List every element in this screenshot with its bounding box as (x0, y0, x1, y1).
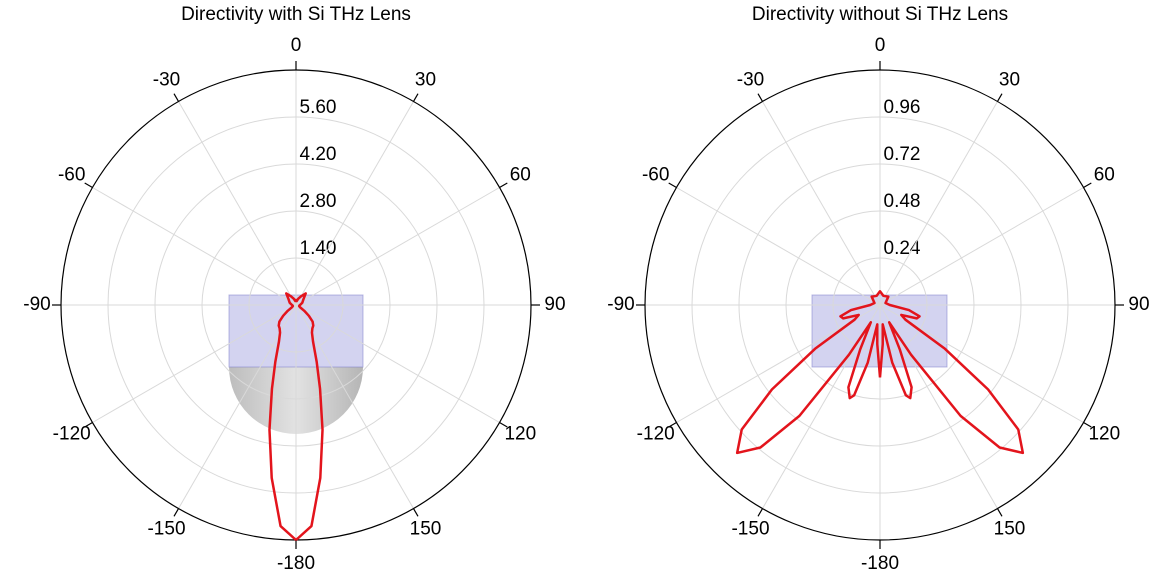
r-tick-label: 0.96 (884, 97, 921, 118)
theta-tick-label: -150 (731, 518, 769, 539)
r-tick-label: 5.60 (300, 97, 337, 118)
page: Directivity with Si THz Lens Directivity… (0, 0, 1158, 587)
theta-tick-label: 60 (510, 165, 531, 186)
theta-tick-label: 0 (291, 35, 302, 56)
theta-tick-label: -90 (607, 294, 634, 315)
r-tick-label: 4.20 (300, 144, 337, 165)
figure: Directivity with Si THz Lens Directivity… (0, 0, 1158, 587)
theta-tick-label: -120 (637, 424, 675, 445)
theta-tick-label: 60 (1094, 165, 1115, 186)
r-tick-label: 0.48 (884, 191, 921, 212)
theta-tick-label: -180 (861, 553, 899, 574)
theta-tick-label: 30 (999, 70, 1020, 91)
r-tick-label: 1.40 (300, 238, 337, 259)
theta-tick-label: 30 (415, 70, 436, 91)
theta-tick-label: 90 (1128, 294, 1149, 315)
theta-tick-label: -60 (58, 165, 85, 186)
theta-tick-label: 120 (1088, 424, 1120, 445)
theta-tick-label: -90 (23, 294, 50, 315)
r-tick-label: 0.72 (884, 144, 921, 165)
theta-tick-label: -60 (642, 165, 669, 186)
theta-tick-label: -150 (147, 518, 185, 539)
theta-tick-label: 150 (410, 518, 442, 539)
chart-title: Directivity without Si THz Lens (752, 4, 1008, 25)
chart-title: Directivity with Si THz Lens (181, 4, 411, 25)
theta-tick-label: -120 (53, 424, 91, 445)
theta-tick-label: 120 (504, 424, 536, 445)
theta-tick-label: -30 (153, 70, 180, 91)
r-tick-label: 2.80 (300, 191, 337, 212)
r-tick-label: 0.24 (884, 238, 921, 259)
theta-tick-label: -180 (277, 553, 315, 574)
theta-tick-label: 0 (875, 35, 886, 56)
theta-tick-label: -30 (737, 70, 764, 91)
theta-tick-label: 90 (544, 294, 565, 315)
theta-tick-label: 150 (994, 518, 1026, 539)
